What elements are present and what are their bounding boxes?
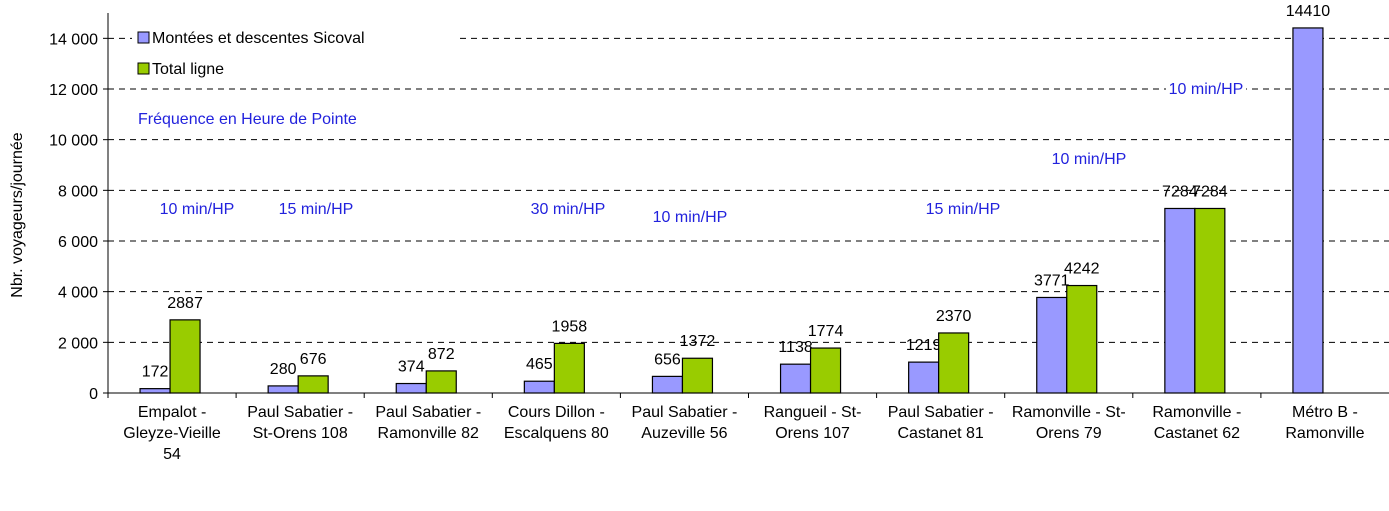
y-axis-label: Nbr. voyageurs/journée [9, 132, 26, 298]
x-tick-label: Métro B - Ramonville [1285, 404, 1365, 442]
legend-label: Total ligne [152, 61, 224, 78]
value-label: 1219 [906, 337, 942, 354]
bar [779, 363, 812, 394]
y-tick-label: 14 000 [49, 31, 98, 48]
bar [1194, 207, 1226, 394]
value-label: 3771 [1034, 272, 1070, 289]
bar [1036, 296, 1068, 394]
value-label: 465 [526, 356, 553, 373]
bar [425, 370, 457, 394]
bar [908, 361, 940, 394]
frequency-label: 10 min/HP [1166, 78, 1246, 102]
bar [139, 388, 171, 394]
frequency-label: 15 min/HP [923, 198, 1003, 222]
value-label: 1138 [778, 339, 813, 356]
value-label: 872 [428, 346, 455, 363]
frequency-label: 30 min/HP [528, 198, 608, 222]
legend-swatch [137, 31, 150, 44]
legend-label: Montées et descentes Sicoval [152, 30, 365, 47]
y-tick-label: 6 000 [58, 234, 98, 251]
x-tick-label: Cours Dillon - Escalquens 80 [503, 404, 609, 442]
value-label: 7284 [1162, 183, 1198, 200]
value-label: 280 [270, 361, 297, 378]
legend-box [132, 26, 457, 86]
bar [1292, 27, 1324, 394]
bar [553, 342, 585, 394]
bar [651, 375, 684, 394]
x-tick-label: Paul Sabatier - Ramonville 82 [375, 404, 482, 442]
bar [809, 347, 842, 394]
x-tick-label: Empalot - Gleyze-Vieille 54 [123, 404, 221, 463]
value-label: 1958 [552, 318, 588, 335]
value-label: 172 [142, 364, 169, 381]
y-tick-label: 4 000 [58, 285, 98, 302]
y-tick-label: 10 000 [49, 133, 98, 150]
y-tick-label: 12 000 [49, 82, 98, 99]
y-tick-label: 8 000 [58, 183, 98, 200]
value-label: 7284 [1192, 183, 1228, 200]
value-label: 676 [300, 351, 327, 368]
value-label: 14410 [1286, 3, 1331, 20]
value-label: 1372 [680, 333, 716, 350]
value-label: 1774 [808, 323, 844, 340]
bar [938, 332, 970, 394]
annotation: Fréquence en Heure de Pointe [138, 110, 357, 130]
bar [297, 375, 329, 394]
y-tick-label: 2 000 [58, 335, 98, 352]
x-tick-label: Paul Sabatier - St-Orens 108 [247, 404, 354, 442]
x-tick-label: Ramonville - St-Orens 79 [1011, 404, 1126, 442]
bar [169, 319, 201, 394]
legend-swatch [137, 62, 150, 75]
frequency-label: 10 min/HP [157, 198, 237, 222]
bar [1066, 284, 1098, 394]
value-label: 656 [654, 351, 681, 368]
frequency-label: 10 min/HP [1049, 148, 1129, 172]
bar [681, 357, 714, 394]
bar [1164, 207, 1196, 394]
value-label: 2370 [936, 308, 972, 325]
x-tick-label: Ramonville - Castanet 62 [1152, 404, 1242, 442]
frequency-label: 15 min/HP [276, 198, 356, 222]
bar [395, 382, 427, 394]
value-label: 4242 [1064, 261, 1100, 278]
x-tick-label: Paul Sabatier - Castanet 81 [887, 404, 994, 442]
value-label: 2887 [167, 295, 203, 312]
y-tick-label: 0 [89, 386, 98, 403]
x-tick-label: Paul Sabatier - Auzeville 56 [631, 404, 738, 442]
bar [267, 385, 299, 394]
frequency-label: 10 min/HP [650, 206, 730, 230]
value-label: 374 [398, 359, 425, 376]
x-tick-label: Rangueil - St-Orens 107 [763, 404, 862, 442]
bar [523, 380, 555, 394]
